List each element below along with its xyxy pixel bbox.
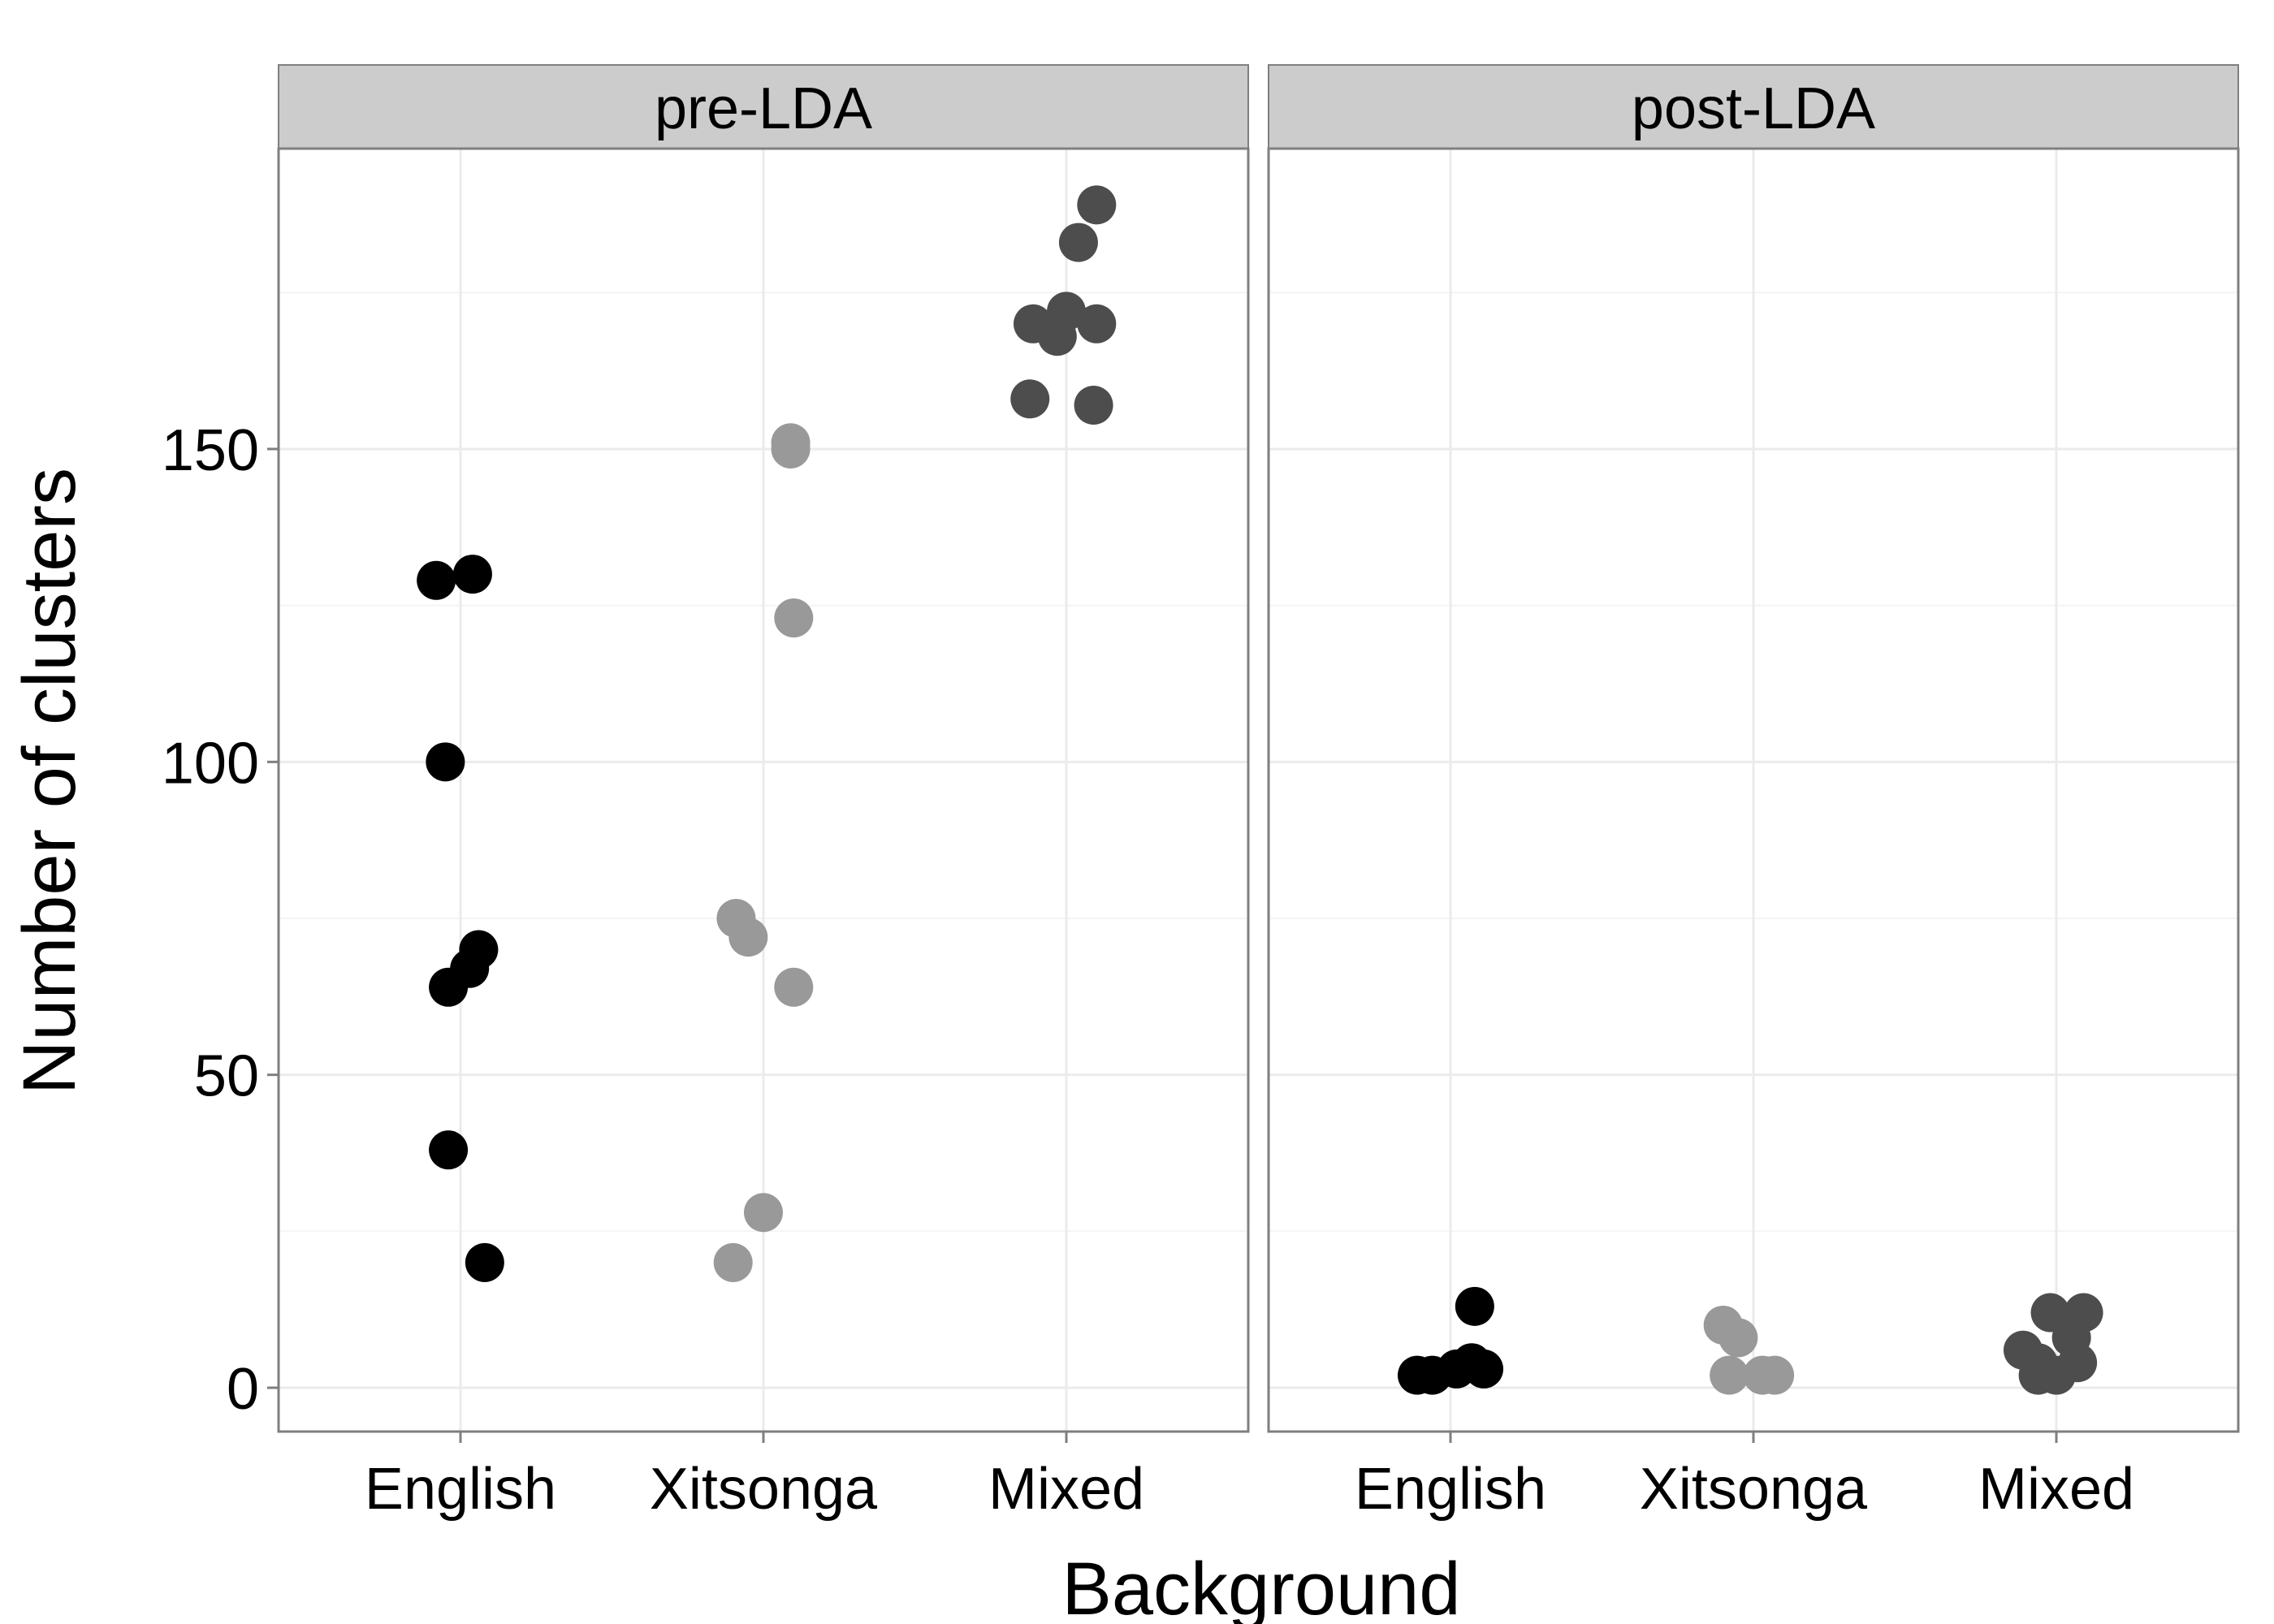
facet-strip-label: pre-LDA <box>655 76 872 141</box>
data-point-mixed <box>1058 222 1098 262</box>
data-point-mixed <box>2058 1343 2098 1383</box>
x-tick-label: English <box>1355 1457 1546 1522</box>
data-point-mixed <box>1077 304 1117 343</box>
data-point-xitsonga <box>1710 1355 1749 1395</box>
data-point-xitsonga <box>713 1242 753 1282</box>
data-point-english <box>426 742 465 782</box>
y-tick-label: 150 <box>162 418 259 483</box>
data-point-xitsonga <box>1755 1355 1795 1395</box>
data-point-mixed <box>2064 1293 2103 1332</box>
data-point-mixed <box>1010 379 1050 419</box>
y-tick-label: 0 <box>227 1357 259 1422</box>
x-axis-title: Background <box>1062 1548 1461 1624</box>
x-tick-label: Mixed <box>988 1457 1144 1522</box>
y-tick-label: 100 <box>162 731 259 796</box>
data-point-english <box>417 560 456 600</box>
panel-pre-lda: pre-LDA English Xitsonga Mixed <box>277 64 1250 1522</box>
data-point-english <box>465 1242 504 1282</box>
data-point-xitsonga <box>744 1193 783 1233</box>
facet-strip <box>1268 64 2239 149</box>
facet-strip-label: post-LDA <box>1632 76 1875 141</box>
data-point-xitsonga <box>774 967 814 1007</box>
data-point-xitsonga <box>1718 1318 1758 1358</box>
data-point-xitsonga <box>771 429 811 469</box>
x-tick-label: Xitsonga <box>650 1457 878 1522</box>
panels: pre-LDA English Xitsonga Mixed post-LDA Engli… <box>277 64 2240 1522</box>
data-point-mixed <box>1077 185 1117 225</box>
data-point-english <box>429 967 469 1007</box>
data-point-english <box>1455 1286 1494 1326</box>
x-tick-label: Mixed <box>1978 1457 2134 1522</box>
x-tick-label: Xitsonga <box>1640 1457 1868 1522</box>
panel-post-lda: post-LDA English Xitsonga Mixed <box>1267 64 2240 1522</box>
data-point-xitsonga <box>728 918 768 957</box>
data-point-english <box>1464 1349 1504 1389</box>
data-point-mixed <box>1037 317 1077 356</box>
y-tick-label: 50 <box>194 1044 259 1109</box>
y-axis: 0 50 100 150 <box>162 418 279 1422</box>
data-point-english <box>452 555 492 594</box>
data-point-mixed <box>1074 386 1113 425</box>
facet-strip <box>278 64 1249 149</box>
data-point-xitsonga <box>774 598 814 638</box>
y-axis-title: Number of clusters <box>8 468 91 1095</box>
data-point-english <box>429 1130 469 1170</box>
x-tick-label: English <box>365 1457 556 1522</box>
